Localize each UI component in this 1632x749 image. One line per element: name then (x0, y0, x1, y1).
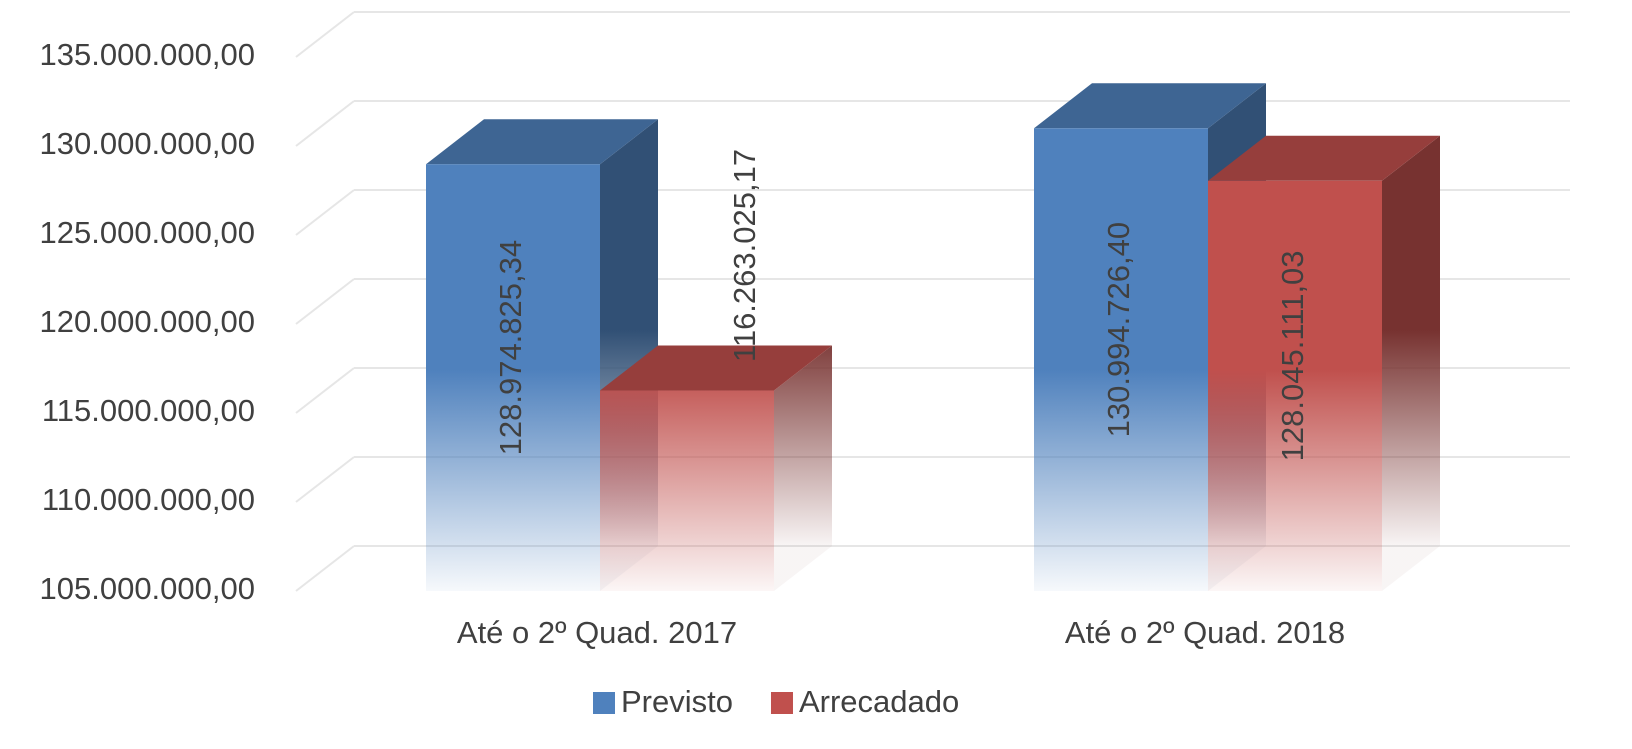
x-tick-label: Até o 2º Quad. 2017 (457, 615, 737, 650)
bar-3d (600, 345, 832, 591)
value-label: 128.045.111,03 (1275, 250, 1310, 461)
bar (426, 164, 600, 591)
grid-line-side (295, 100, 355, 147)
y-tick-label: 135.000.000,00 (40, 37, 256, 72)
y-tick-label: 130.000.000,00 (40, 126, 256, 161)
y-tick-label: 115.000.000,00 (42, 393, 255, 428)
bar-3d (1208, 135, 1440, 591)
legend-swatch (593, 692, 615, 714)
value-label: 130.994.726,40 (1101, 222, 1136, 438)
grid-line-side (295, 456, 355, 503)
legend-label: Arrecadado (799, 684, 959, 719)
bar-top (1208, 135, 1440, 181)
bar-side (1382, 135, 1440, 591)
legend-swatch (770, 692, 793, 714)
y-tick-label: 125.000.000,00 (40, 215, 256, 250)
grid-line-side (295, 189, 355, 236)
grid-line-side (295, 11, 355, 58)
bar (1034, 128, 1208, 591)
y-tick-label: 120.000.000,00 (40, 304, 256, 339)
bar-top (1034, 83, 1266, 129)
bar (600, 390, 774, 591)
legend-label: Previsto (621, 684, 733, 719)
value-label: 116.263.025,17 (727, 149, 762, 362)
bar-top (426, 119, 658, 165)
x-tick-label: Até o 2º Quad. 2018 (1065, 615, 1345, 650)
y-tick-label: 110.000.000,00 (42, 482, 255, 517)
bar-side (774, 345, 832, 591)
bar (1208, 180, 1382, 591)
bar-top (600, 345, 832, 391)
value-label: 128.974.825,34 (493, 240, 528, 456)
grid-line-side (295, 278, 355, 325)
grid-line-side (295, 367, 355, 414)
y-tick-label: 105.000.000,00 (40, 571, 256, 606)
grid-line-side (295, 545, 355, 592)
